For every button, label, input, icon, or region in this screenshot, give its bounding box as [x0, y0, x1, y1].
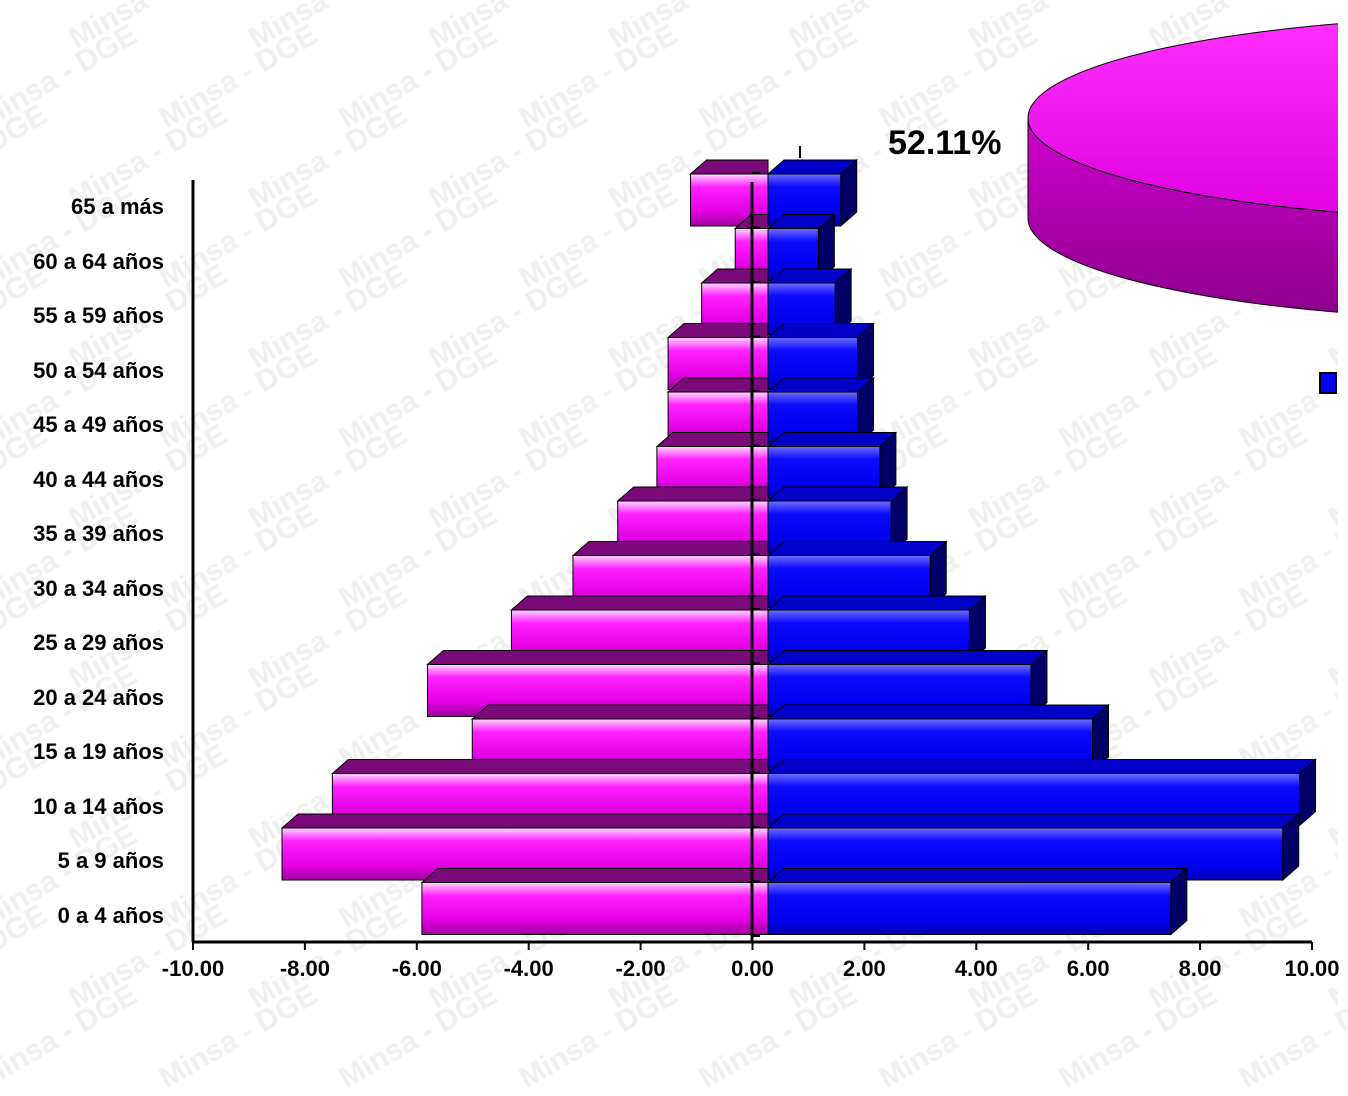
y-tick-label: 65 a más	[71, 194, 164, 220]
bar-female	[421, 882, 769, 935]
x-tick-label: -8.00	[279, 956, 330, 981]
x-tick-label: -6.00	[391, 956, 442, 981]
bar-female-top	[571, 541, 769, 556]
x-tick-label: 2.00	[842, 956, 886, 981]
x-tick-label: 0.00	[731, 956, 774, 981]
y-tick-label: 15 a 19 años	[33, 739, 164, 765]
y-tick-label: 55 a 59 años	[33, 303, 164, 329]
bar-male-top	[766, 868, 1189, 883]
bar-female-top	[700, 268, 769, 284]
pie-crop-edge	[1338, 0, 1348, 1008]
x-tick-label: -10.00	[161, 956, 225, 981]
chart-canvas	[191, 0, 1348, 1008]
pie-slice	[1027, 22, 1348, 214]
bar-male-top	[766, 432, 898, 447]
bar-male-top	[766, 377, 875, 393]
legend-marker-male	[1319, 372, 1337, 394]
bar-female	[689, 173, 769, 227]
x-tick-label: 10.00	[1284, 956, 1340, 981]
bar-female-top	[420, 868, 769, 883]
bar-male-top	[766, 704, 1110, 720]
bar-female-top	[470, 704, 769, 720]
y-tick-label: 5 a 9 años	[57, 848, 164, 874]
y-tick-label: 45 a 49 años	[33, 412, 164, 438]
x-tick-label: -4.00	[503, 956, 554, 981]
y-tick-label: 40 a 44 años	[33, 466, 164, 492]
bar-male-top	[766, 595, 987, 611]
bar-male	[767, 882, 1172, 935]
bar-male-top	[766, 541, 948, 556]
x-tick-label: -2.00	[615, 956, 666, 981]
x-tick-label: 6.00	[1066, 956, 1110, 981]
bar-male-top	[766, 650, 1049, 665]
y-tick-label: 10 a 14 años	[33, 793, 164, 819]
y-tick-label: 25 a 29 años	[33, 630, 164, 656]
pie-percentage-label: 52.11%	[888, 124, 1002, 162]
bar-female-top	[426, 650, 769, 665]
bar-male-top	[766, 486, 909, 502]
y-tick-label: 35 a 39 años	[33, 521, 164, 547]
bar-male-top	[766, 323, 875, 338]
y-tick-label: 60 a 64 años	[33, 248, 164, 274]
y-tick-label: 30 a 34 años	[33, 575, 164, 601]
bar-female-top	[331, 759, 769, 774]
x-tick-label: 8.00	[1178, 956, 1222, 981]
y-tick-label: 20 a 24 años	[33, 684, 164, 710]
bar-male-top	[766, 813, 1301, 829]
x-tick-label: 4.00	[954, 956, 998, 981]
bar-male-top	[766, 759, 1317, 774]
y-tick-label: 0 a 4 años	[57, 902, 164, 928]
y-tick-label: 50 a 54 años	[33, 357, 164, 383]
bar-female-top	[689, 159, 769, 175]
bar-female-top	[510, 595, 769, 611]
bar-female-top	[280, 813, 769, 829]
bar-female-top	[616, 486, 769, 502]
